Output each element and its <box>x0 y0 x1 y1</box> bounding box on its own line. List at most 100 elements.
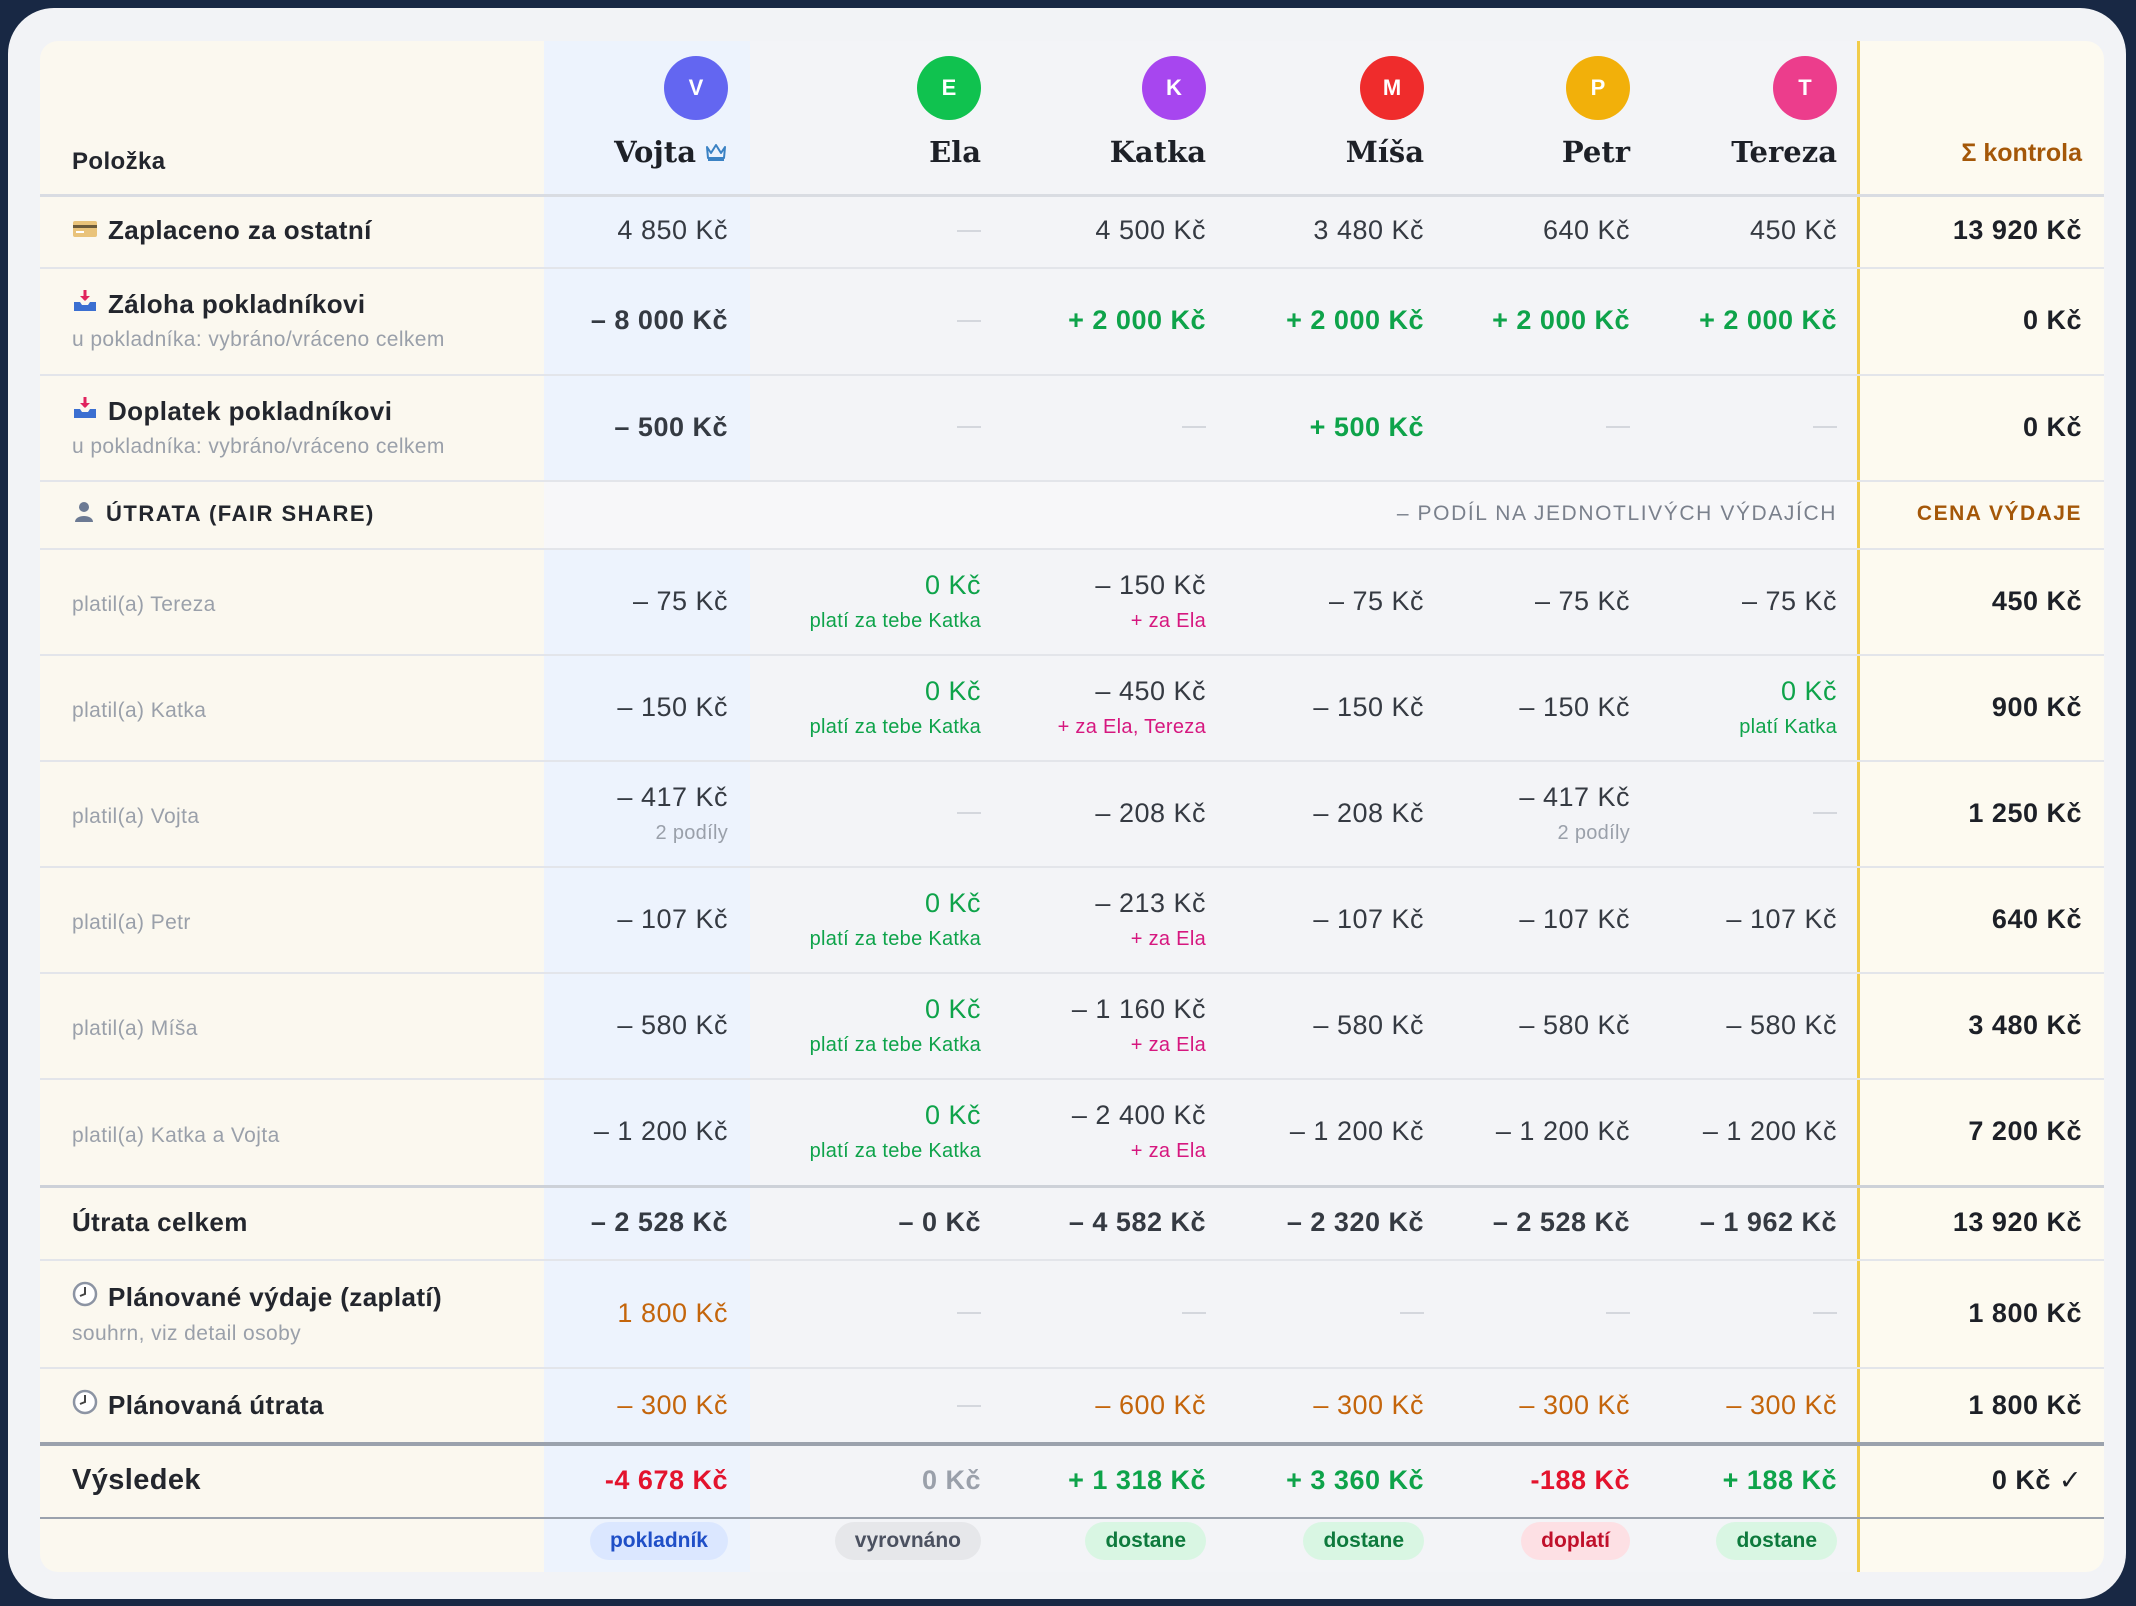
value-cell: – 2 528 Kč <box>1430 1185 1630 1259</box>
empty-dash <box>1400 1312 1424 1314</box>
kontrola-amount: 450 Kč <box>1991 585 2082 616</box>
row-label: platil(a) Míša <box>40 972 544 1078</box>
kontrola-cell: 640 Kč <box>1860 866 2082 972</box>
amount: + 1 318 Kč <box>1068 1465 1206 1495</box>
value-cell: 1 800 Kč <box>544 1259 728 1367</box>
kontrola-cell: 3 480 Kč <box>1860 972 2082 1078</box>
amount-note: platí za tebe Katka <box>809 1033 981 1056</box>
value-cell: – 107 Kč <box>544 866 728 972</box>
person-name: Tereza <box>1731 135 1837 169</box>
value-cell: – 75 Kč <box>1430 548 1630 654</box>
section-title: ÚTRATA (FAIR SHARE) <box>72 499 375 529</box>
person-name: Petr <box>1561 135 1630 169</box>
amount-note: platí za tebe Katka <box>809 1140 981 1162</box>
person-name-header[interactable]: Katka <box>1110 135 1206 169</box>
vojta-column-bg <box>544 41 750 1572</box>
avatar-initial: M <box>1382 75 1402 100</box>
value-cell: – 300 Kč <box>1636 1367 1837 1444</box>
value-cell: – 150 Kč <box>544 654 728 760</box>
person-name-header[interactable]: Tereza <box>1731 135 1837 169</box>
row-label-sub: u pokladníka: vybráno/vráceno celkem <box>72 434 445 458</box>
status-badge: vyrovnáno <box>834 1522 981 1560</box>
avatar-initial: P <box>1590 75 1606 100</box>
row-label-text: Útrata celkem <box>72 1206 248 1237</box>
empty-dash <box>957 319 981 322</box>
kontrola-amount: 0 Kč ✓ <box>1991 1465 2082 1495</box>
avatar-ela[interactable]: E <box>917 56 981 120</box>
empty-dash <box>1182 426 1206 428</box>
payer-note: platil(a) Vojta <box>72 805 200 828</box>
amount: 4 500 Kč <box>1095 215 1206 245</box>
kontrola-cell: 1 250 Kč <box>1860 760 2082 866</box>
amount-note: + za Ela <box>1130 609 1206 632</box>
avatar-vojta[interactable]: V <box>664 56 728 120</box>
value-cell: – 150 Kč <box>1212 654 1424 760</box>
value-cell <box>740 374 981 480</box>
amount: – 1 200 Kč <box>1702 1116 1837 1146</box>
row-divider <box>40 654 2104 656</box>
value-cell: 4 500 Kč <box>990 194 1206 267</box>
inbox-tray-icon <box>72 396 98 427</box>
value-cell: – 208 Kč <box>990 760 1206 866</box>
avatar-míša[interactable]: M <box>1360 56 1424 120</box>
person-name-header[interactable]: Míša <box>1346 135 1424 169</box>
amount: – 107 Kč <box>1519 903 1630 934</box>
amount-note: + za Ela <box>1130 1140 1206 1162</box>
amount: – 150 Kč <box>1095 569 1206 600</box>
person-name: Ela <box>929 135 981 169</box>
empty-dash <box>1606 426 1630 428</box>
empty-dash <box>957 426 981 428</box>
row-label-main: Výsledek <box>72 1464 201 1497</box>
amount: 450 Kč <box>1749 215 1837 245</box>
value-cell <box>1430 374 1630 480</box>
empty-dash <box>957 1404 981 1407</box>
person-name-header[interactable]: Ela <box>929 135 981 169</box>
kontrola-amount: 640 Kč <box>1991 903 2082 934</box>
amount: – 580 Kč <box>1313 1009 1424 1040</box>
amount: – 300 Kč <box>1726 1390 1837 1420</box>
amount: – 75 Kč <box>1741 585 1837 616</box>
avatar-petr[interactable]: P <box>1566 56 1630 120</box>
value-cell: – 450 Kč + za Ela, Tereza <box>990 654 1206 760</box>
value-cell: + 3 360 Kč <box>1212 1444 1424 1517</box>
value-cell: – 500 Kč <box>544 374 728 480</box>
value-cell <box>740 760 981 866</box>
value-cell: -188 Kč <box>1430 1444 1630 1517</box>
value-cell: – 2 320 Kč <box>1212 1185 1424 1259</box>
amount: – 1 200 Kč <box>1495 1116 1630 1146</box>
amount: – 75 Kč <box>632 585 728 616</box>
value-cell: + 500 Kč <box>1212 374 1424 480</box>
inbox-tray-icon <box>72 289 98 320</box>
amount: 0 Kč <box>921 1465 981 1495</box>
row-label-text: Plánovaná útrata <box>108 1390 324 1420</box>
amount-note: 2 podíly <box>655 821 728 844</box>
row-label: Útrata celkem <box>40 1185 544 1259</box>
amount: – 75 Kč <box>1328 585 1424 616</box>
kontrola-cell: 1 800 Kč <box>1860 1367 2082 1444</box>
value-cell: – 75 Kč <box>544 548 728 654</box>
row-label-main: Doplatek pokladníkovi <box>72 396 392 427</box>
empty-dash <box>1182 1312 1206 1314</box>
status-badge: dostane <box>1716 1522 1837 1560</box>
row-label: Výsledek <box>40 1444 544 1517</box>
person-name-header[interactable]: Vojta <box>614 135 728 169</box>
value-cell: – 1 200 Kč <box>1636 1078 1837 1185</box>
avatar-katka[interactable]: K <box>1142 56 1206 120</box>
kontrola-cell: 450 Kč <box>1860 548 2082 654</box>
item-header-label: Položka <box>72 148 166 175</box>
row-divider <box>40 1259 2104 1261</box>
avatar-tereza[interactable]: T <box>1773 56 1837 120</box>
amount: – 1 160 Kč <box>1071 993 1206 1024</box>
kontrola-cell: 0 Kč <box>1860 267 2082 374</box>
row-label: Plánované výdaje (zaplatí) souhrn, viz de… <box>40 1259 544 1367</box>
row-label: Plánovaná útrata <box>40 1367 544 1444</box>
person-name-header[interactable]: Petr <box>1562 135 1630 169</box>
row-divider <box>40 374 2104 376</box>
value-cell: 0 Kč platí Katka <box>1636 654 1837 760</box>
value-cell: + 2 000 Kč <box>990 267 1206 374</box>
amount: – 417 Kč <box>1519 781 1630 812</box>
amount: + 3 360 Kč <box>1286 1465 1424 1495</box>
value-cell: – 1 160 Kč + za Ela <box>990 972 1206 1078</box>
kontrola-amount: 13 920 Kč <box>1952 215 2082 245</box>
amount: 0 Kč <box>924 887 981 918</box>
